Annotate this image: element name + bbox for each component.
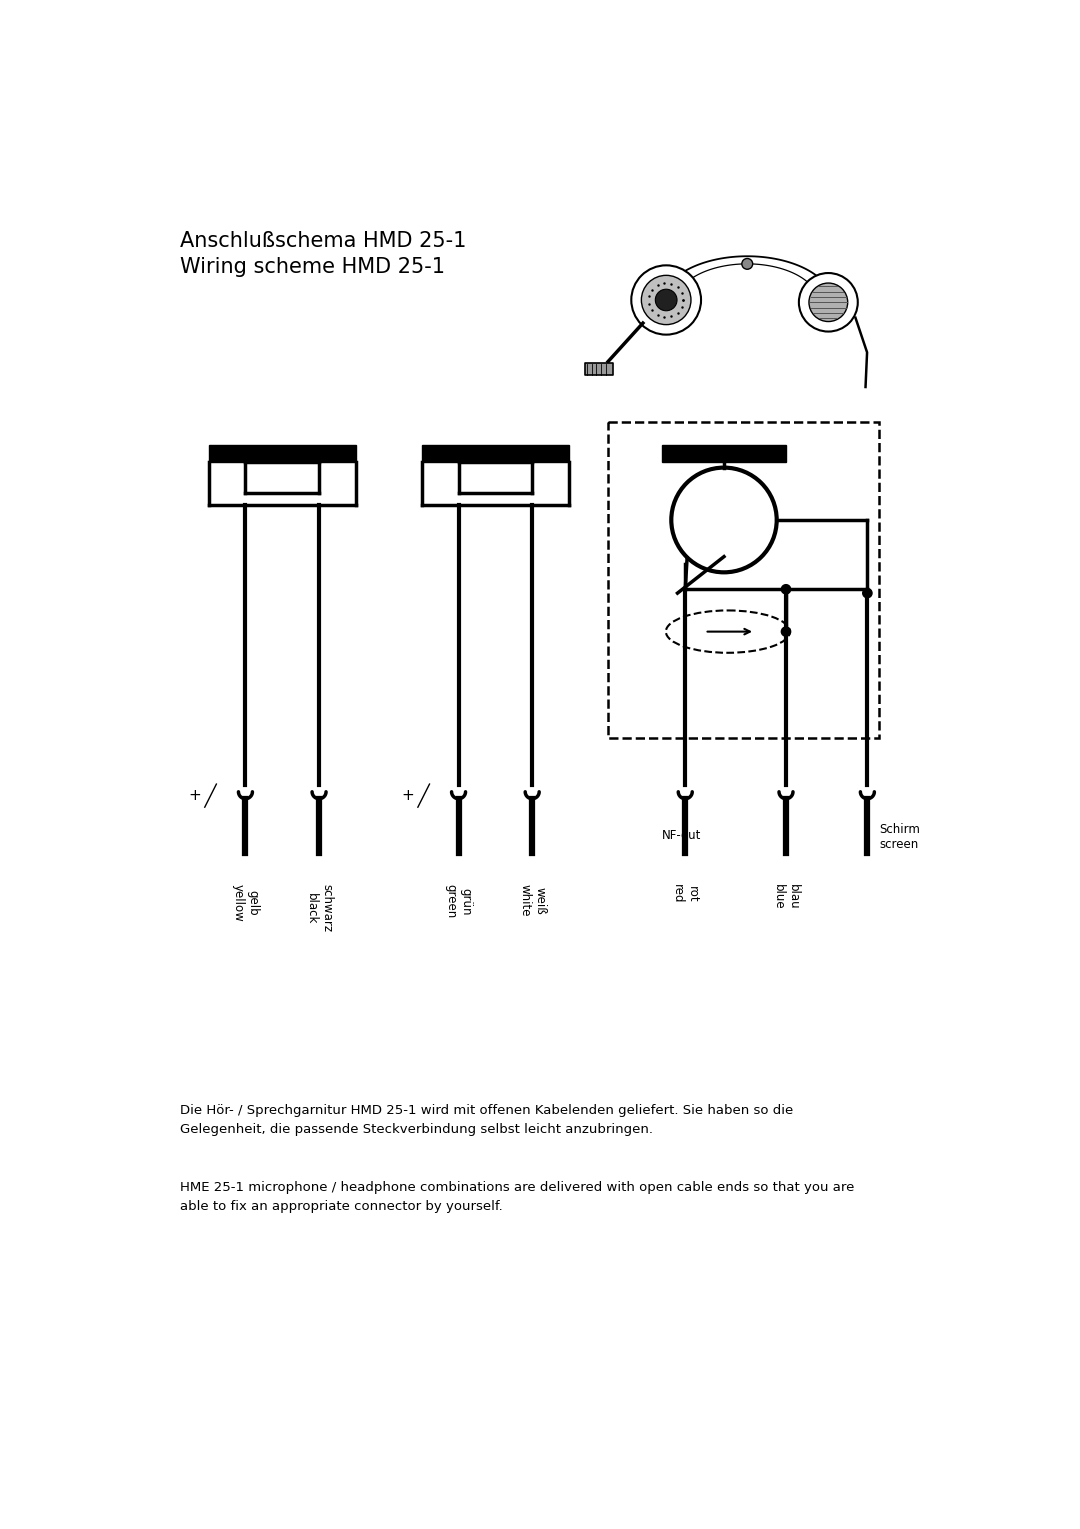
Text: NF-out: NF-out <box>662 829 701 842</box>
Text: +: + <box>402 787 414 803</box>
Circle shape <box>799 274 858 332</box>
Circle shape <box>781 584 791 593</box>
Circle shape <box>632 266 701 335</box>
Bar <box>422 445 569 462</box>
Text: weiß
white: weiß white <box>518 884 546 917</box>
Text: Anschlußschema HMD 25-1: Anschlußschema HMD 25-1 <box>180 231 467 251</box>
Text: grün
green: grün green <box>445 884 473 919</box>
Bar <box>662 283 684 295</box>
Text: gelb
yellow: gelb yellow <box>231 884 259 922</box>
Circle shape <box>863 589 872 598</box>
Circle shape <box>781 627 791 636</box>
Text: rot
red: rot red <box>672 884 699 904</box>
Circle shape <box>656 289 677 310</box>
Text: HME 25-1 microphone / headphone combinations are delivered with open cable ends : HME 25-1 microphone / headphone combinat… <box>180 1180 854 1212</box>
Text: Wiring scheme HMD 25-1: Wiring scheme HMD 25-1 <box>180 257 445 277</box>
Text: Die Hör- / Sprechgarnitur HMD 25-1 wird mit offenen Kabelenden geliefert. Sie ha: Die Hör- / Sprechgarnitur HMD 25-1 wird … <box>180 1104 793 1136</box>
Bar <box>811 283 833 295</box>
Text: blau
blue: blau blue <box>772 884 800 910</box>
Circle shape <box>642 275 691 324</box>
Bar <box>208 445 356 462</box>
Bar <box>662 445 786 462</box>
Bar <box>608 422 879 739</box>
Circle shape <box>809 283 848 321</box>
Text: Schirm
screen: Schirm screen <box>879 823 920 850</box>
Text: +: + <box>188 787 201 803</box>
Circle shape <box>742 258 753 269</box>
Text: schwarz
black: schwarz black <box>305 884 333 933</box>
Bar <box>584 362 612 376</box>
